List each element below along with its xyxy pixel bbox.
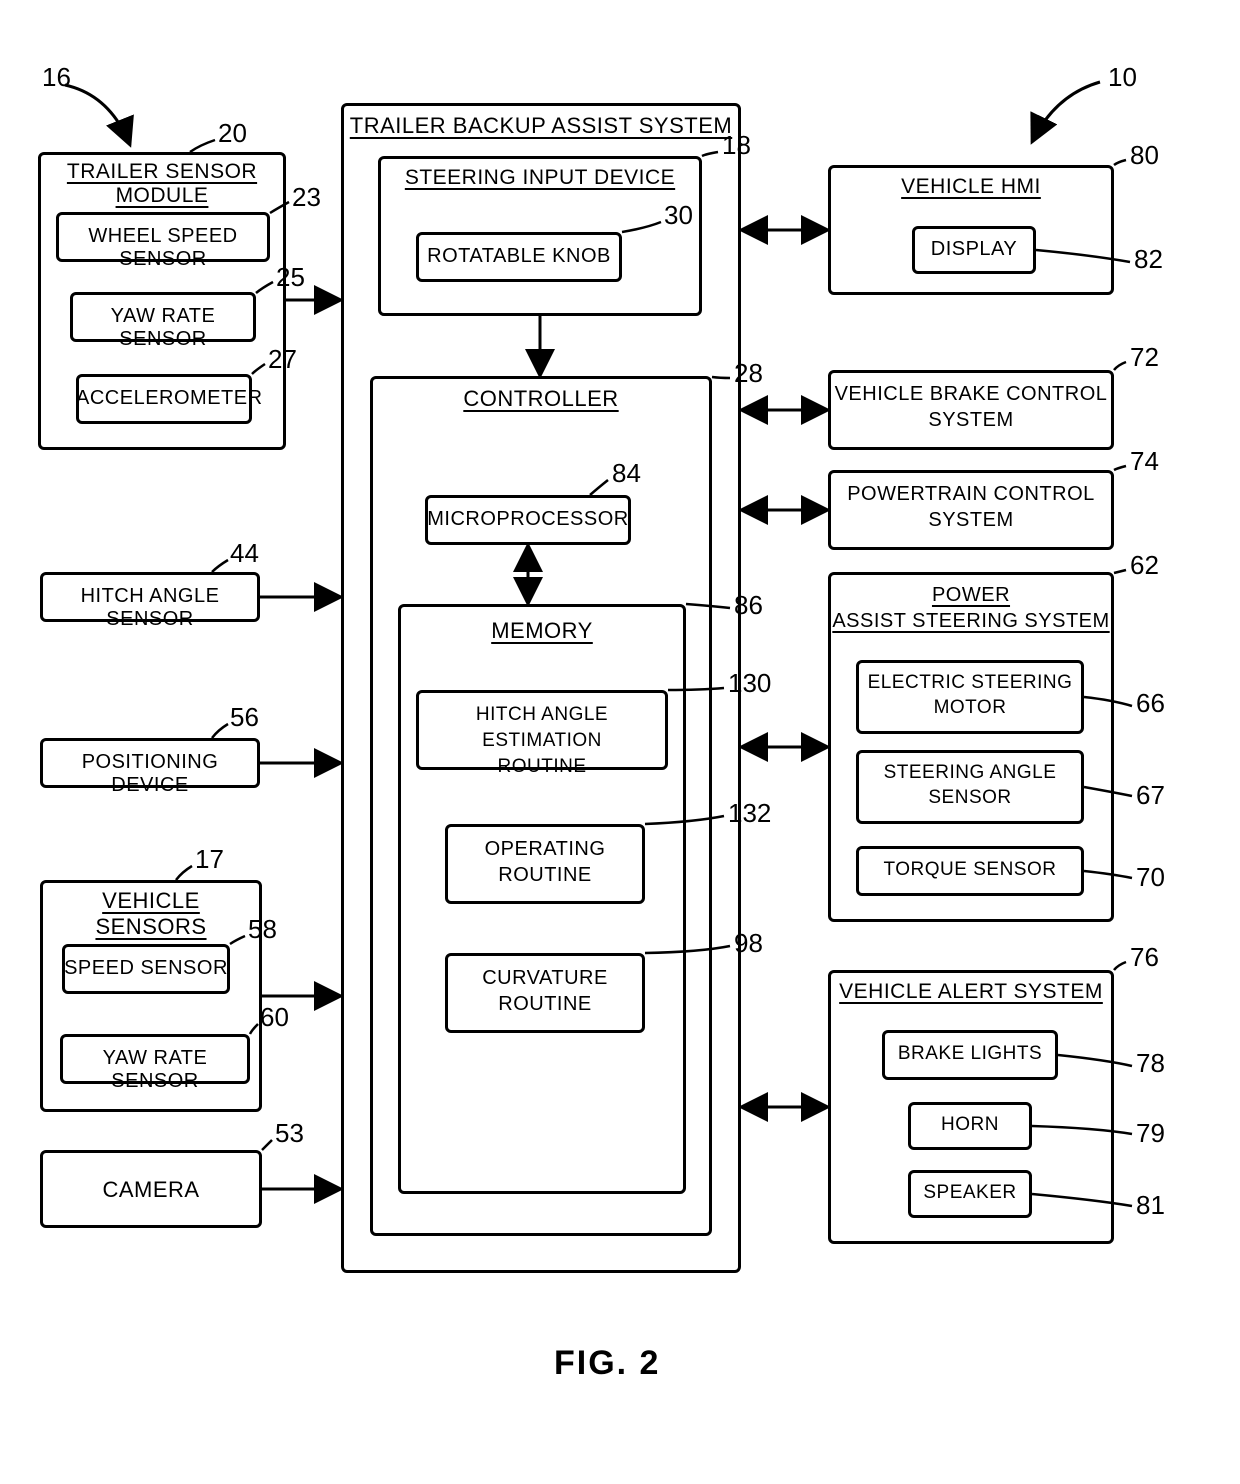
ref-27: 27: [268, 344, 297, 375]
ref-130: 130: [728, 668, 771, 699]
speaker-label: SPEAKER: [908, 1182, 1032, 1204]
ref-28: 28: [734, 358, 763, 389]
display-label: DISPLAY: [912, 238, 1036, 261]
curvature-label: CURVATURE ROUTINE: [445, 965, 645, 1017]
alert-title: VEHICLE ALERT SYSTEM: [834, 980, 1108, 1004]
ref-70: 70: [1136, 862, 1165, 893]
ref-58: 58: [248, 914, 277, 945]
ref-10: 10: [1108, 62, 1137, 93]
ref-74: 74: [1130, 446, 1159, 477]
speed-sensor-label: SPEED SENSOR: [62, 957, 230, 980]
trailer-yaw-rate-label: YAW RATE SENSOR: [70, 305, 256, 351]
ref-53: 53: [275, 1118, 304, 1149]
pas-motor-label: ELECTRIC STEERING MOTOR: [856, 670, 1084, 720]
wheel-speed-sensor-label: WHEEL SPEED SENSOR: [56, 225, 270, 271]
accelerometer-label: ACCELEROMETER: [76, 387, 252, 410]
ref-18: 18: [722, 130, 751, 161]
ref-72: 72: [1130, 342, 1159, 373]
microprocessor-label: MICROPROCESSOR: [425, 508, 631, 531]
ref-76: 76: [1130, 942, 1159, 973]
ref-60: 60: [260, 1002, 289, 1033]
hitch-est-label: HITCH ANGLE ESTIMATION ROUTINE: [416, 702, 668, 780]
hitch-angle-sensor-label: HITCH ANGLE SENSOR: [40, 585, 260, 631]
memory-title: MEMORY: [404, 618, 680, 644]
ref-98: 98: [734, 928, 763, 959]
operating-label: OPERATING ROUTINE: [445, 836, 645, 888]
ref-44: 44: [230, 538, 259, 569]
ref-25: 25: [276, 262, 305, 293]
ref-80: 80: [1130, 140, 1159, 171]
ref-81: 81: [1136, 1190, 1165, 1221]
ref-84: 84: [612, 458, 641, 489]
ref-67: 67: [1136, 780, 1165, 811]
vehicle-sensors-title: VEHICLE SENSORS: [46, 888, 256, 940]
horn-label: HORN: [908, 1114, 1032, 1136]
ref-16: 16: [42, 62, 71, 93]
vehicle-yaw-rate-label: YAW RATE SENSOR: [60, 1047, 250, 1093]
ref-62: 62: [1130, 550, 1159, 581]
ref-82: 82: [1134, 244, 1163, 275]
ref-78: 78: [1136, 1048, 1165, 1079]
vehicle-hmi-title: VEHICLE HMI: [834, 175, 1108, 199]
ref-66: 66: [1136, 688, 1165, 719]
controller-title: CONTROLLER: [376, 386, 706, 412]
figure-caption: FIG. 2: [554, 1344, 660, 1383]
ref-79: 79: [1136, 1118, 1165, 1149]
ref-86: 86: [734, 590, 763, 621]
pas-title: POWER ASSIST STEERING SYSTEM: [832, 582, 1110, 634]
ref-30: 30: [664, 200, 693, 231]
trailer-sensor-module-title: TRAILER SENSOR MODULE: [44, 160, 280, 208]
pas-angle-label: STEERING ANGLE SENSOR: [856, 760, 1084, 810]
rotatable-knob-label: ROTATABLE KNOB: [416, 245, 622, 268]
powertrain-label: POWERTRAIN CONTROL SYSTEM: [832, 481, 1110, 533]
ref-132: 132: [728, 798, 771, 829]
ref-17: 17: [195, 844, 224, 875]
ref-23: 23: [292, 182, 321, 213]
tbas-title: TRAILER BACKUP ASSIST SYSTEM: [348, 113, 734, 139]
ref-20: 20: [218, 118, 247, 149]
camera-label: CAMERA: [40, 1177, 262, 1203]
brake-lights-label: BRAKE LIGHTS: [882, 1043, 1058, 1065]
pas-torque-label: TORQUE SENSOR: [856, 859, 1084, 881]
brake-control-label: VEHICLE BRAKE CONTROL SYSTEM: [832, 381, 1110, 433]
positioning-device-label: POSITIONING DEVICE: [40, 751, 260, 797]
steering-input-title: STEERING INPUT DEVICE: [384, 166, 696, 190]
ref-56: 56: [230, 702, 259, 733]
